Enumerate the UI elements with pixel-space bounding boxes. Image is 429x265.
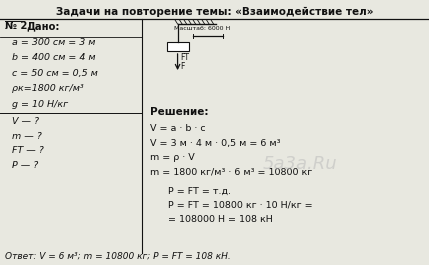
Text: Масштаб: 6000 Н: Масштаб: 6000 Н: [175, 26, 231, 31]
Text: V = a · b · c: V = a · b · c: [150, 125, 205, 134]
Text: Дано:: Дано:: [26, 21, 60, 31]
Bar: [166, 42, 189, 51]
Text: m = 1800 кг/м³ · 6 м³ = 10800 кг: m = 1800 кг/м³ · 6 м³ = 10800 кг: [150, 168, 312, 177]
Text: Решение:: Решение:: [150, 108, 208, 117]
Text: = 108000 Н = 108 кН: = 108000 Н = 108 кН: [168, 215, 272, 224]
Text: № 2.: № 2.: [5, 21, 31, 31]
Text: a = 300 см = 3 м: a = 300 см = 3 м: [12, 38, 95, 47]
Text: g = 10 Н/кг: g = 10 Н/кг: [12, 100, 68, 109]
Text: Задачи на повторение темы: «Взаимодействие тел»: Задачи на повторение темы: «Взаимодейств…: [56, 7, 373, 17]
Text: FТ — ?: FТ — ?: [12, 147, 44, 156]
Text: Ответ: V = 6 м³; m = 10800 кг; P = FТ = 108 кН.: Ответ: V = 6 м³; m = 10800 кг; P = FТ = …: [5, 252, 231, 261]
Text: m — ?: m — ?: [12, 132, 42, 141]
Text: V = 3 м · 4 м · 0,5 м = 6 м³: V = 3 м · 4 м · 0,5 м = 6 м³: [150, 139, 280, 148]
Text: m = ρ · V: m = ρ · V: [150, 153, 194, 162]
Text: V — ?: V — ?: [12, 117, 39, 126]
Text: 5a3a.Ru: 5a3a.Ru: [263, 155, 338, 173]
Text: ρк=1800 кг/м³: ρк=1800 кг/м³: [12, 85, 84, 94]
Text: F: F: [181, 63, 185, 72]
Text: c = 50 см = 0,5 м: c = 50 см = 0,5 м: [12, 69, 98, 78]
Text: P — ?: P — ?: [12, 161, 38, 170]
Text: P = FТ = т.д.: P = FТ = т.д.: [168, 187, 230, 196]
Text: b = 400 см = 4 м: b = 400 см = 4 м: [12, 54, 96, 63]
Text: P = FТ = 10800 кг · 10 Н/кг =: P = FТ = 10800 кг · 10 Н/кг =: [168, 201, 312, 210]
Text: FТ: FТ: [181, 54, 190, 63]
